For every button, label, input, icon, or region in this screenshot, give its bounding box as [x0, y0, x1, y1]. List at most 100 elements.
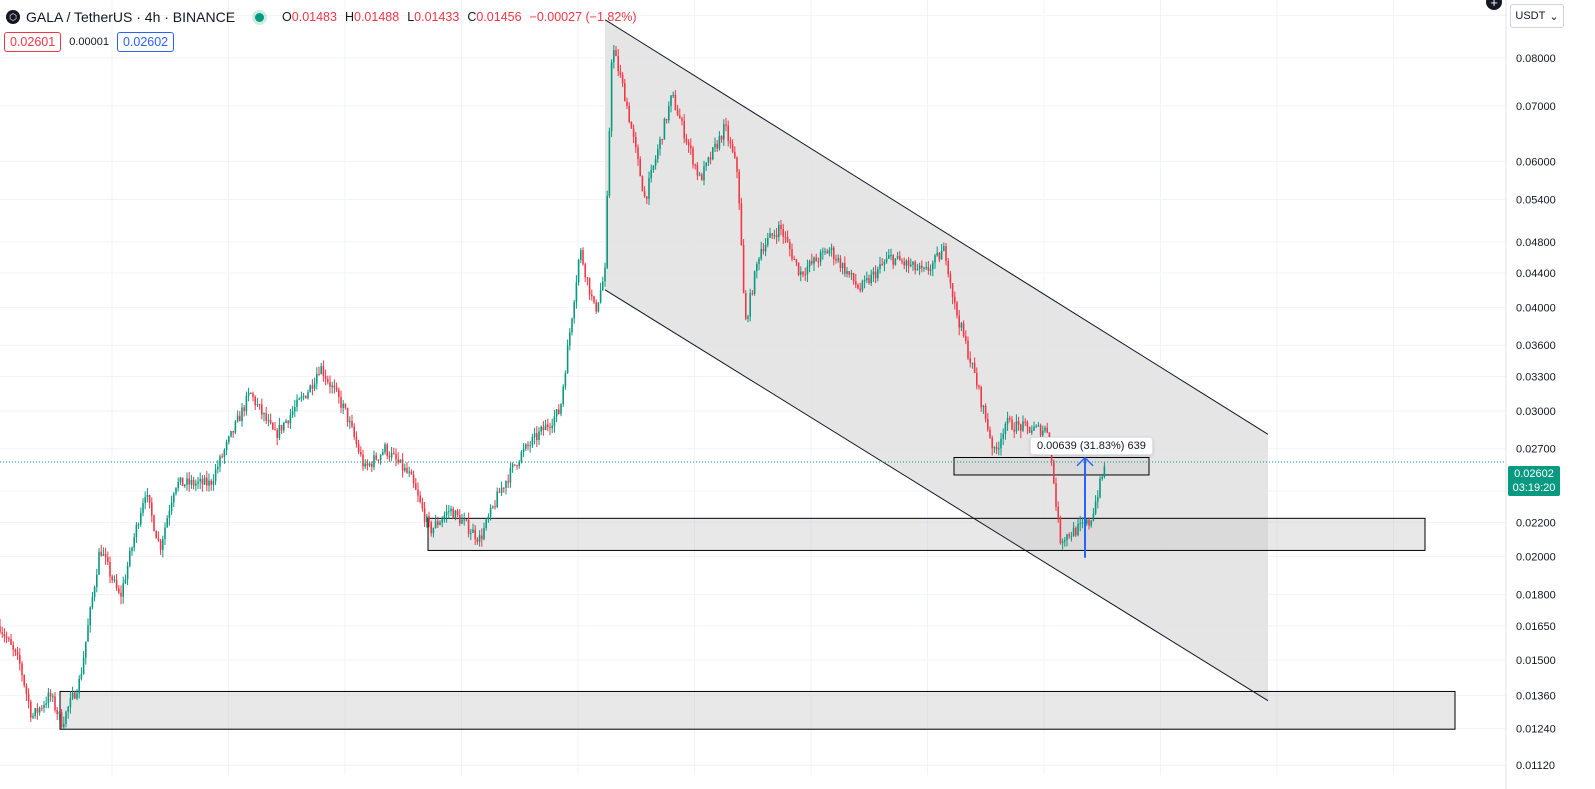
candle-body [874, 271, 877, 279]
candle-body [679, 115, 681, 119]
candle-body [712, 147, 714, 160]
candle-body [342, 403, 344, 408]
candle-body [397, 459, 399, 463]
candle-body [654, 159, 657, 166]
candle-body [738, 171, 740, 204]
candle-body [811, 261, 813, 264]
candle-body [553, 416, 556, 426]
y-tick-label: 0.02700 [1516, 444, 1556, 456]
channel-upper-line[interactable] [604, 19, 1269, 435]
candle-body [973, 362, 976, 374]
candle-body [569, 332, 571, 346]
candle-body [731, 143, 734, 152]
candle-body [775, 235, 778, 238]
candle-body [89, 607, 91, 626]
candle-body [778, 224, 780, 238]
candle-body [835, 259, 837, 261]
symbol-title[interactable]: GALA / TetherUS · 4h · BINANCE [26, 9, 236, 25]
candle-body [375, 455, 377, 460]
candle-body [571, 318, 573, 333]
candle-body [817, 261, 820, 263]
candle-body [681, 118, 683, 121]
candle-body [848, 271, 850, 275]
candle-body [186, 478, 188, 485]
candle-body [1066, 534, 1068, 541]
candle-body [311, 385, 314, 389]
candle-body [472, 529, 474, 533]
candle-body [628, 106, 630, 123]
currency-select[interactable]: USDT ⌄ [1510, 4, 1564, 28]
y-tick-label: 0.02200 [1516, 517, 1556, 529]
candle-body [316, 374, 318, 384]
candle-body [509, 467, 512, 483]
candle-body [225, 442, 228, 451]
candle-body [536, 433, 538, 441]
candle-body [934, 255, 936, 263]
candle-body [533, 433, 536, 438]
candle-body [921, 265, 923, 268]
measure-tooltip: 0.00639 (31.83%) 639 [1030, 437, 1153, 455]
candle-body [826, 251, 828, 254]
close-label: C [467, 10, 477, 24]
candle-body [514, 464, 516, 466]
candle-body [1031, 430, 1033, 433]
channel-lower-line[interactable] [604, 289, 1269, 702]
candle-body [751, 293, 754, 295]
candle-body [426, 516, 428, 523]
candle-body [236, 415, 239, 422]
candle-body [1094, 501, 1097, 514]
candle-body [483, 528, 485, 540]
bar-countdown: 03:19:20 [1512, 482, 1556, 494]
candle-body [573, 301, 575, 319]
candle-body [747, 316, 749, 319]
support-zone-1[interactable] [59, 690, 1456, 730]
candle-body [591, 294, 593, 297]
candle-body [547, 424, 549, 427]
candle-body [705, 162, 707, 167]
market-open-status-icon [255, 12, 265, 22]
candle-body [894, 258, 897, 265]
candle-body [368, 463, 371, 466]
candle-body [168, 511, 171, 519]
candle-body [333, 385, 336, 388]
candle-body [626, 101, 628, 107]
candle-body [951, 283, 954, 297]
candle-body [60, 712, 63, 728]
close-value: 0.01456 [476, 10, 522, 24]
candle-body [41, 707, 43, 709]
buy-button[interactable]: 0.02602 [116, 32, 175, 52]
candle-body [927, 267, 930, 271]
candle-body [883, 262, 886, 265]
candle-body [52, 696, 54, 698]
candle-body [104, 554, 107, 558]
sell-button[interactable]: 0.02601 [4, 32, 62, 52]
candle-body [107, 557, 109, 562]
candle-body [267, 419, 270, 421]
candle-body [1000, 438, 1002, 449]
candle-body [916, 269, 919, 271]
candle-body [558, 409, 560, 414]
candle-body [1020, 424, 1022, 431]
candle-body [910, 264, 912, 267]
candle-body [324, 376, 327, 380]
candle-body [984, 405, 987, 419]
candle-body [767, 238, 769, 245]
y-tick-label: 0.04000 [1516, 302, 1556, 314]
candle-body [885, 258, 888, 263]
candle-body [166, 518, 168, 528]
candle-body [91, 597, 94, 608]
candle-body [322, 366, 325, 377]
candle-body [685, 138, 688, 143]
candle-body [1028, 426, 1031, 433]
candle-body [762, 249, 765, 252]
candle-body [190, 479, 193, 485]
candle-body [335, 387, 338, 390]
candle-body [269, 419, 272, 424]
support-zone-2[interactable] [427, 517, 1426, 551]
add-plus-icon[interactable]: + [1486, 0, 1502, 10]
candle-body [995, 447, 998, 450]
candle-body [969, 358, 971, 364]
candle-body [243, 407, 245, 412]
candle-body [393, 452, 395, 454]
